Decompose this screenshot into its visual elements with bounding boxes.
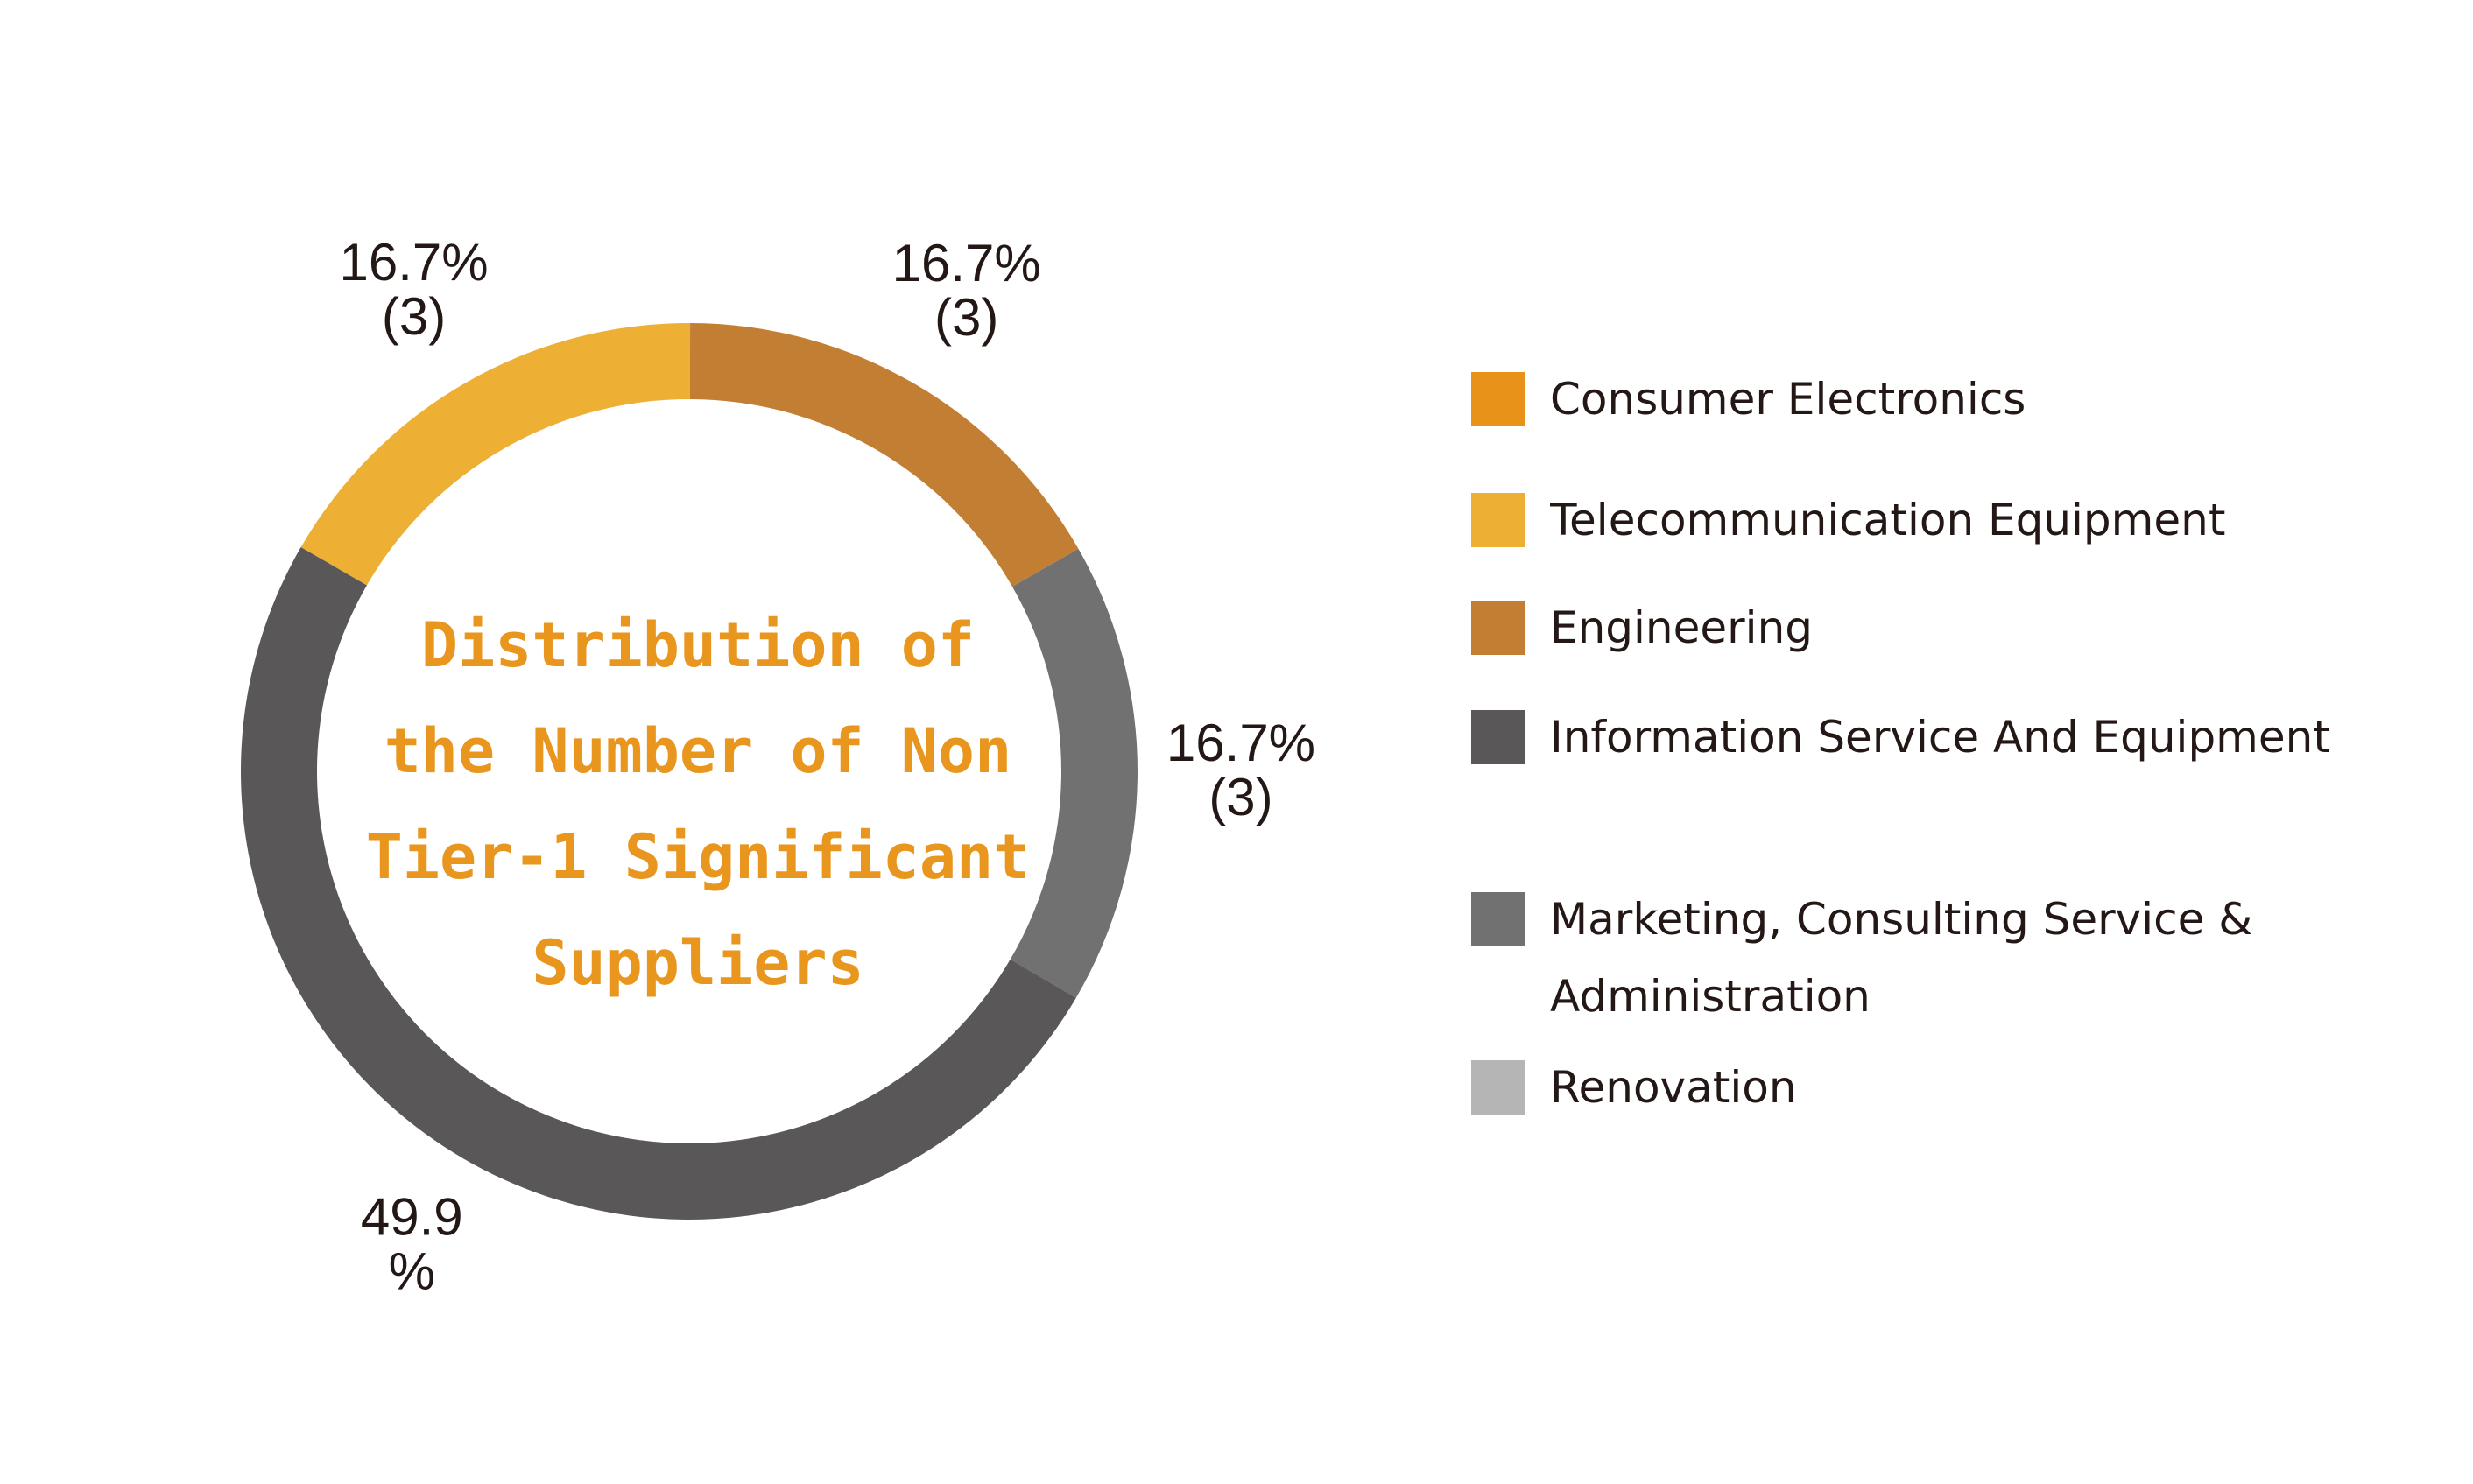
legend-item: Telecommunication Equipment <box>1550 495 2226 545</box>
legend-item: Engineering <box>1550 602 1813 653</box>
donut-segment <box>241 547 1076 1220</box>
legend-swatch <box>1471 493 1525 547</box>
donut-segment <box>1010 548 1138 998</box>
legend-label: Renovation <box>1550 1062 1797 1113</box>
value-label: (3) <box>382 287 446 346</box>
legend-label: Telecommunication Equipment <box>1550 495 2226 545</box>
value-label: (3) <box>1208 768 1272 826</box>
legend-label: Engineering <box>1550 602 1813 653</box>
value-label: 16.7% <box>340 233 489 292</box>
legend-swatch <box>1471 1060 1525 1115</box>
legend-swatch <box>1471 601 1525 655</box>
value-label: 49.9 <box>361 1187 463 1246</box>
value-label: % <box>389 1241 435 1300</box>
legend-item: Marketing, Consulting Service & Administ… <box>1550 894 2253 1022</box>
value-label: (3) <box>934 288 998 347</box>
chart-title: Distribution of <box>421 609 975 681</box>
value-label: 16.7% <box>1166 714 1315 772</box>
chart-title: Suppliers <box>532 927 863 999</box>
donut-segment <box>300 323 691 586</box>
value-label: 16.7% <box>892 234 1041 292</box>
donut-segment <box>689 323 1079 587</box>
legend-swatch <box>1471 372 1525 426</box>
chart-title: the Number of Non <box>384 715 1011 787</box>
legend-item: Information Service And Equipment <box>1550 712 2330 763</box>
legend-swatch <box>1471 710 1525 764</box>
legend-item: Renovation <box>1550 1062 1797 1113</box>
legend-label: Information Service And Equipment <box>1550 712 2330 763</box>
chart-title: Tier-1 Significant <box>366 821 1031 893</box>
legend-item: Consumer Electronics <box>1550 374 2026 425</box>
legend-label: Consumer Electronics <box>1550 374 2026 425</box>
legend-label: Marketing, Consulting Service & Administ… <box>1550 894 2253 1022</box>
legend-swatch <box>1471 892 1525 946</box>
